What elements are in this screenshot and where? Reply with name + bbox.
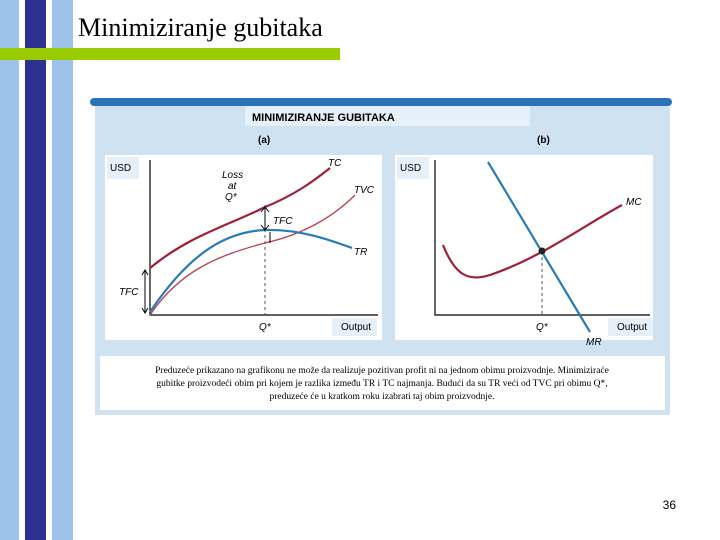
page-number: 36	[663, 498, 677, 512]
mr-line	[487, 161, 591, 333]
panel-a	[141, 160, 378, 316]
label-box	[332, 318, 377, 336]
caption-line: gubitke proizvodeći obim pri kojem je ra…	[156, 379, 607, 389]
x-axis-label: Output	[617, 322, 647, 333]
caption-line: Preduzeće prikazano na grafikonu ne može…	[155, 365, 609, 376]
loss-label: Q*	[225, 192, 238, 203]
loss-arrow	[260, 206, 270, 231]
label-box	[107, 157, 139, 179]
decor-strip	[52, 0, 73, 540]
axes	[434, 160, 650, 316]
y-axis-label: USD	[400, 163, 421, 174]
caption-box	[100, 356, 665, 410]
tc-curve	[149, 167, 331, 269]
caption-line: preduzeće će u kratkom roku izabrati taj…	[269, 392, 494, 402]
label-box	[397, 157, 429, 179]
q-label: Q*	[536, 322, 549, 333]
title-underline	[0, 48, 340, 60]
plot-area	[395, 155, 653, 340]
panel-label: (b)	[537, 135, 550, 146]
figure-bar	[90, 98, 672, 106]
curve-label: MC	[626, 197, 642, 208]
decor-strip	[0, 0, 19, 540]
q-label: Q*	[259, 322, 272, 333]
slide-title: Minimiziranje gubitaka	[78, 13, 323, 42]
optimum-point	[538, 247, 546, 255]
loss-label: at	[228, 181, 238, 192]
panel-label: (a)	[258, 135, 270, 146]
curve-label: MR	[586, 337, 602, 348]
curve-label: TVC	[354, 185, 375, 196]
figure-title: MINIMIZIRANJE GUBITAKA	[252, 112, 395, 124]
tfc-arrow	[141, 269, 149, 314]
tr-curve	[149, 228, 353, 313]
curve-label: TR	[354, 247, 367, 258]
label-box	[608, 318, 653, 336]
y-axis-label: USD	[110, 163, 131, 174]
tfc-label: TFC	[119, 287, 139, 298]
gap-label: TFC	[273, 216, 293, 227]
decor-strip	[25, 0, 46, 540]
x-axis-label: Output	[341, 322, 371, 333]
figure-title-box	[245, 106, 530, 126]
curve-label: TC	[328, 158, 342, 169]
mc-curve	[441, 204, 623, 279]
panel-b	[434, 160, 650, 333]
loss-label: Loss	[222, 170, 243, 181]
plot-area	[105, 155, 382, 340]
